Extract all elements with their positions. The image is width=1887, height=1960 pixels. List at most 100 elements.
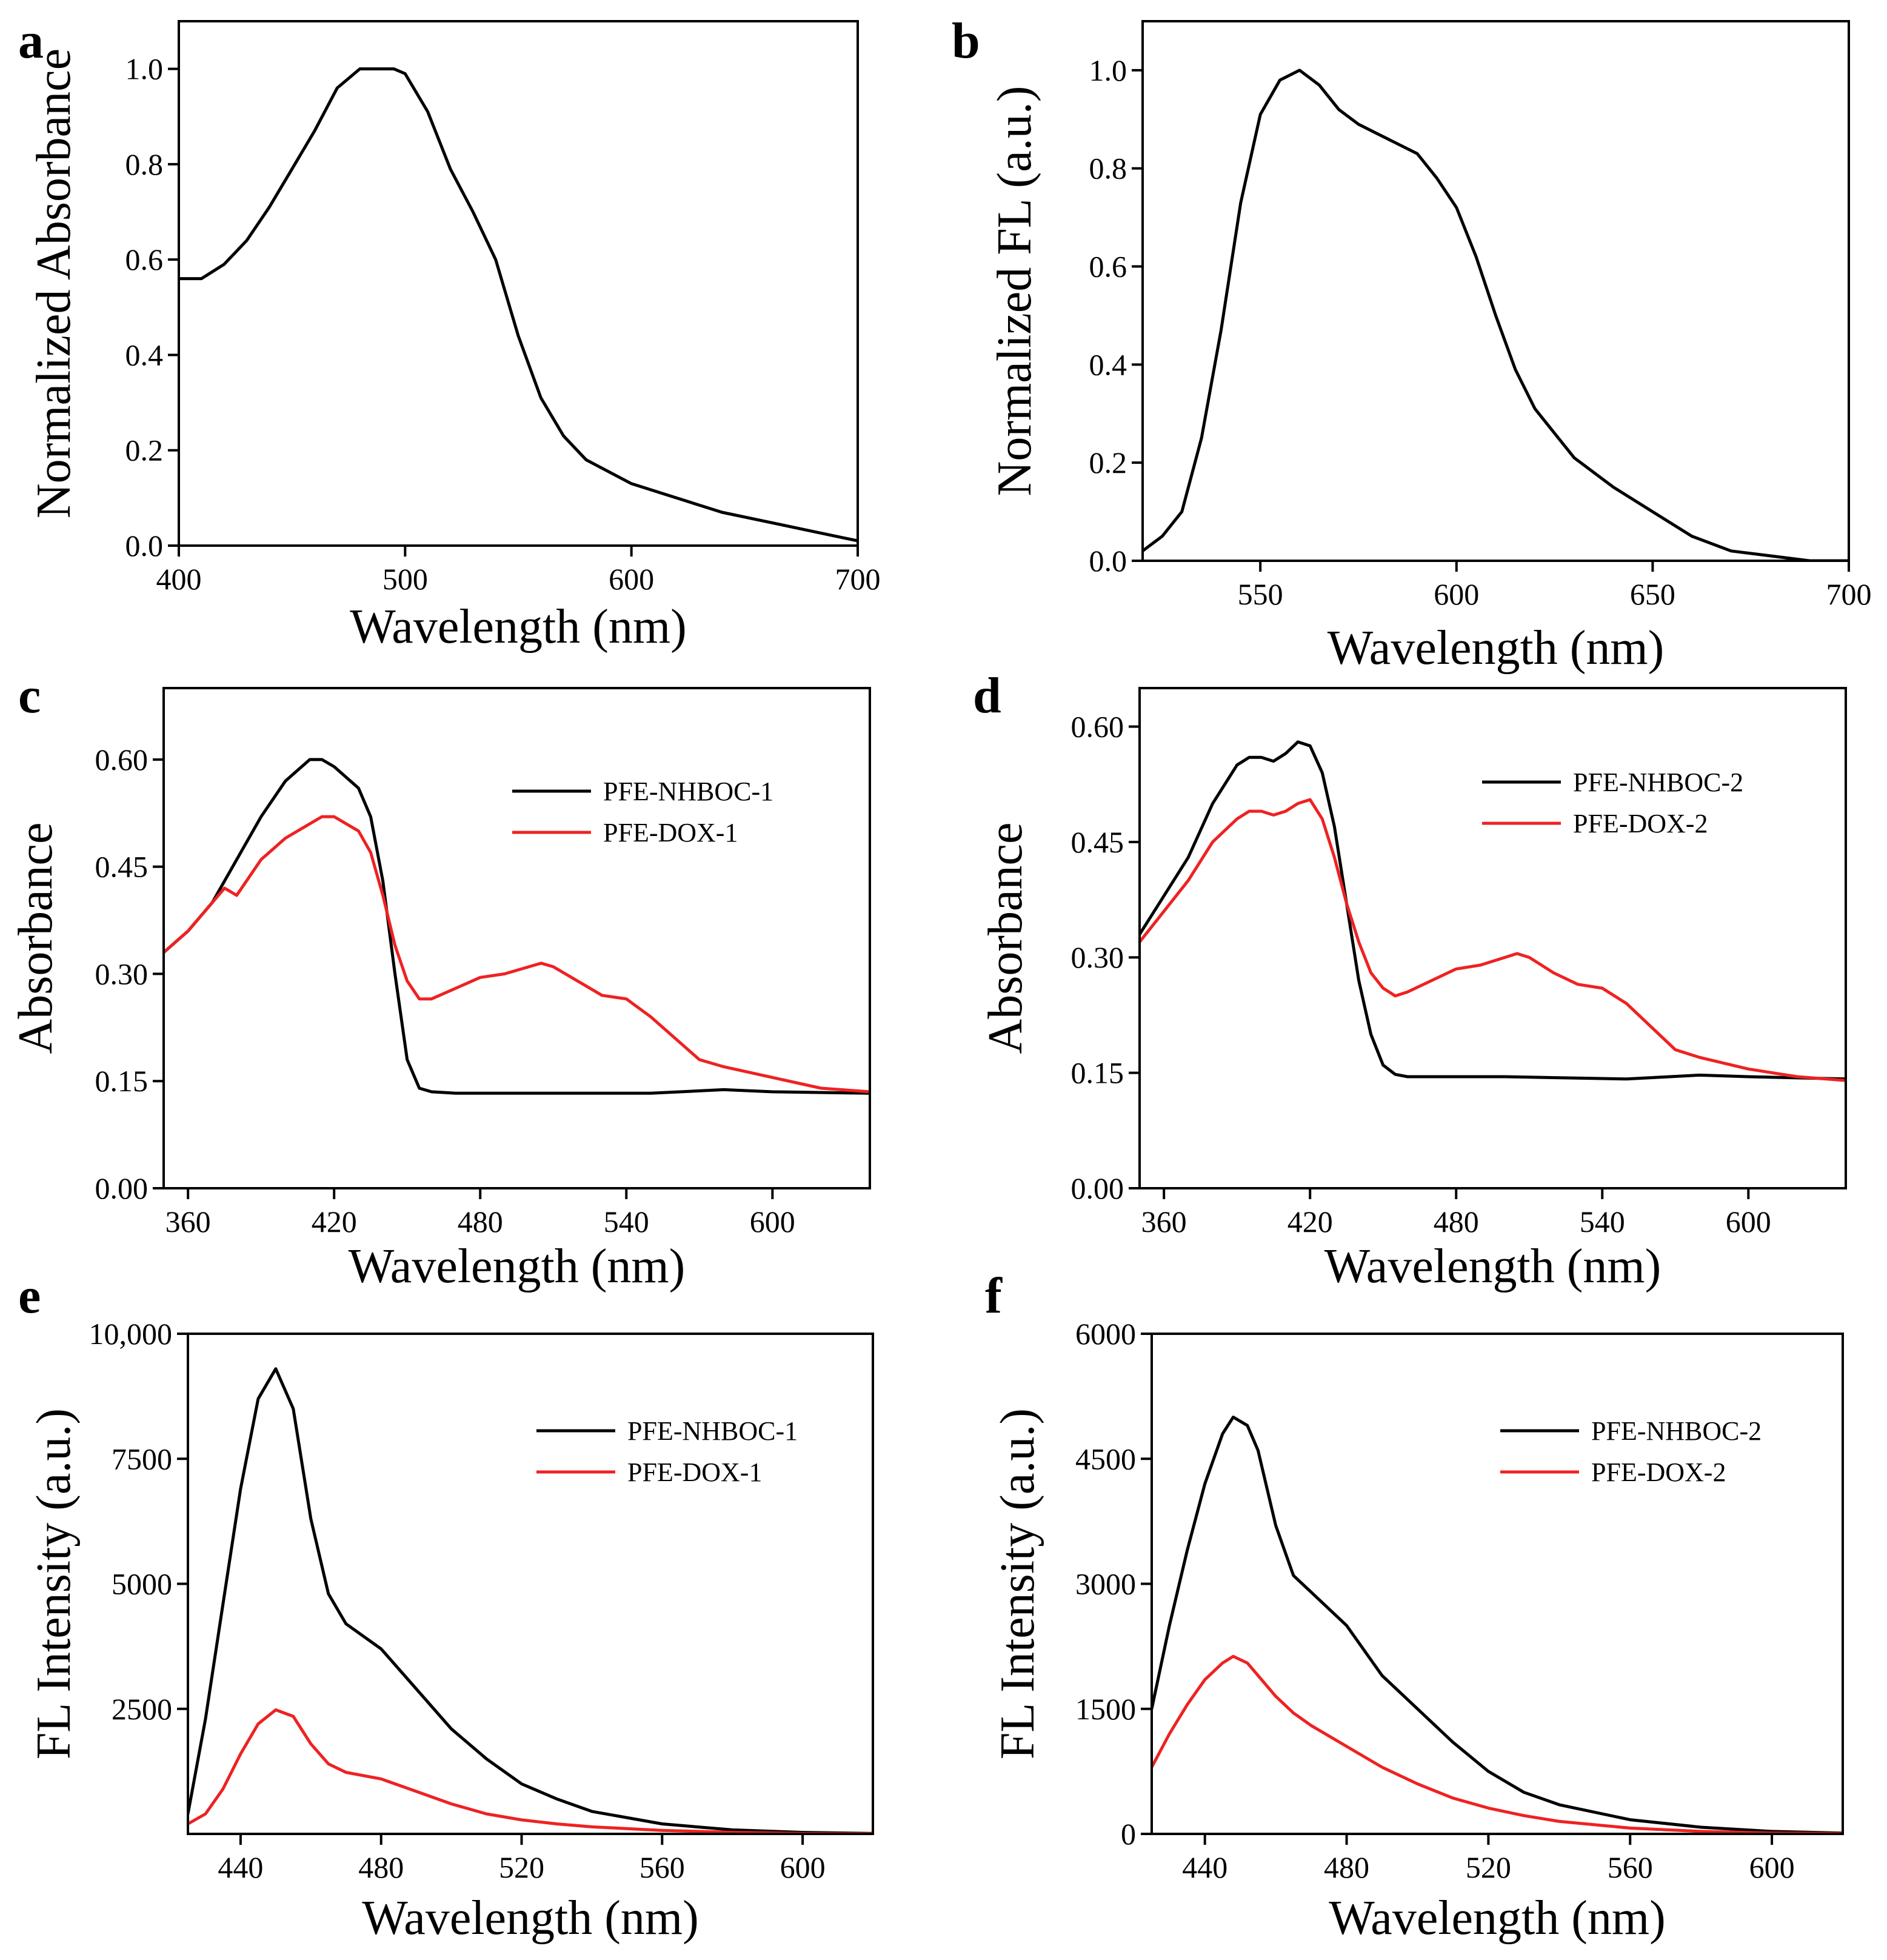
series-line [164,758,870,1095]
y-axis-label: FL Intensity (a.u.) [27,1408,81,1759]
y-tick-label: 0.6 [125,242,164,276]
y-tick-label: 0.0 [1089,544,1127,578]
x-tick-label: 480 [1324,1850,1369,1884]
y-tick-label: 0.15 [95,1064,149,1098]
y-tick-label: 0.30 [1071,940,1124,974]
x-tick-label: 550 [1238,577,1283,611]
y-tick-label: 0.60 [95,743,149,777]
panel-e: e 440 480 520 560 600 2500 5000 7500 10,000 Wavel… [18,1268,874,1945]
series-line [1152,1416,1843,1834]
x-tick-label: 600 [1434,577,1479,611]
x-tick-label: 360 [1141,1205,1187,1239]
x-axis-label: Wavelength (nm) [1329,1891,1666,1945]
x-axis-label: Wavelength (nm) [362,1891,699,1945]
y-tick-label: 0.00 [1071,1171,1124,1205]
legend-label: PFE-DOX-2 [1573,809,1708,838]
panel-c: c 360 420 480 540 600 0.00 0.15 0.30 0.45 0.60 Wav… [9,667,871,1293]
x-axis-label: Wavelength (nm) [1328,621,1665,675]
x-axis-label: Wavelength (nm) [349,1240,686,1293]
panel-letter: c [18,667,41,724]
panel-d: d 360 420 480 540 600 0.00 0.15 0.30 0.45 0.60 Wav… [973,667,1847,1293]
y-tick-label: 0.8 [1089,152,1127,186]
x-tick-label: 500 [382,562,428,596]
y-tick-label: 3000 [1075,1567,1136,1601]
plot-frame [1141,20,1850,562]
x-tick-label: 540 [604,1205,649,1239]
panel-letter: d [973,667,1001,724]
plot-frame [178,20,859,547]
legend-label: PFE-DOX-1 [603,818,738,848]
legend-label: PFE-DOX-2 [1591,1457,1726,1487]
legend-label: PFE-NHBOC-1 [627,1416,798,1446]
x-tick-label: 440 [1182,1850,1227,1884]
series-line [1140,740,1846,1081]
y-tick-label: 4500 [1075,1442,1136,1476]
y-tick-label: 10,000 [89,1317,173,1351]
x-tick-label: 600 [609,562,654,596]
y-tick-label: 0.2 [1089,446,1127,480]
series-line [164,815,870,1094]
y-tick-label: 0.45 [1071,825,1124,859]
y-tick-label: 5000 [112,1567,172,1601]
y-tick-label: 0.0 [125,529,164,563]
y-tick-label: 0.2 [125,433,164,467]
y-tick-label: 0.8 [125,147,164,181]
y-tick-label: 7500 [112,1442,172,1476]
x-tick-label: 520 [1466,1850,1511,1884]
x-tick-label: 440 [218,1850,263,1884]
series-line [1152,1654,1843,1834]
y-tick-label: 0.4 [1089,347,1127,381]
x-tick-label: 560 [1608,1850,1653,1884]
y-axis-label: Normalized Absorbance [27,48,81,518]
y-tick-label: 0.45 [95,850,149,884]
y-axis-label: Absorbance [979,822,1032,1054]
panel-letter: b [952,13,980,69]
y-tick-label: 2500 [112,1692,172,1726]
y-axis-label: Normalized FL (a.u.) [988,86,1041,497]
panel-b: b 550 600 650 700 0.0 0.2 0.4 0.6 0.8 1.0 Waveleng… [952,13,1872,675]
panel-letter: a [18,13,44,69]
x-tick-label: 700 [1826,577,1872,611]
y-tick-label: 1.0 [125,52,164,86]
x-tick-label: 560 [640,1850,685,1884]
x-tick-label: 600 [1749,1850,1795,1884]
y-tick-label: 0.15 [1071,1056,1124,1090]
x-tick-label: 480 [1434,1205,1479,1239]
x-tick-label: 420 [1288,1205,1333,1239]
panel-letter: e [18,1268,41,1324]
y-axis-label: Absorbance [9,822,62,1054]
y-tick-label: 0.30 [95,957,149,991]
x-tick-label: 400 [156,562,202,596]
x-tick-label: 420 [312,1205,357,1239]
x-tick-label: 700 [835,562,881,596]
y-tick-label: 0.60 [1071,709,1124,743]
y-tick-label: 0.4 [125,338,164,372]
x-tick-label: 600 [750,1205,795,1239]
panel-a: a 400 500 600 700 0.0 0.2 0.4 0.6 0.8 1.0 Waveleng… [18,13,881,654]
legend-label: PFE-NHBOC-2 [1591,1416,1762,1446]
legend-label: PFE-NHBOC-2 [1573,768,1743,797]
plot-frame [1151,1333,1844,1835]
series-line [1140,798,1846,1082]
series-line [1143,69,1849,561]
y-tick-label: 6000 [1075,1317,1136,1351]
x-tick-label: 360 [165,1205,211,1239]
x-tick-label: 480 [358,1850,404,1884]
x-axis-label: Wavelength (nm) [350,600,687,654]
plot-frame [1138,687,1847,1189]
x-tick-label: 520 [499,1850,544,1884]
x-tick-label: 600 [1726,1205,1771,1239]
x-tick-label: 540 [1580,1205,1625,1239]
x-axis-label: Wavelength (nm) [1324,1240,1662,1293]
y-tick-label: 1500 [1075,1692,1136,1726]
legend-label: PFE-DOX-1 [627,1457,762,1487]
y-tick-label: 1.0 [1089,53,1127,87]
legend-label: PFE-NHBOC-1 [603,777,773,806]
series-line [188,1367,873,1834]
y-tick-label: 0 [1121,1817,1136,1851]
plot-frame [162,687,871,1189]
series-line [179,67,858,543]
y-tick-label: 0.00 [95,1171,149,1205]
x-tick-label: 600 [780,1850,826,1884]
